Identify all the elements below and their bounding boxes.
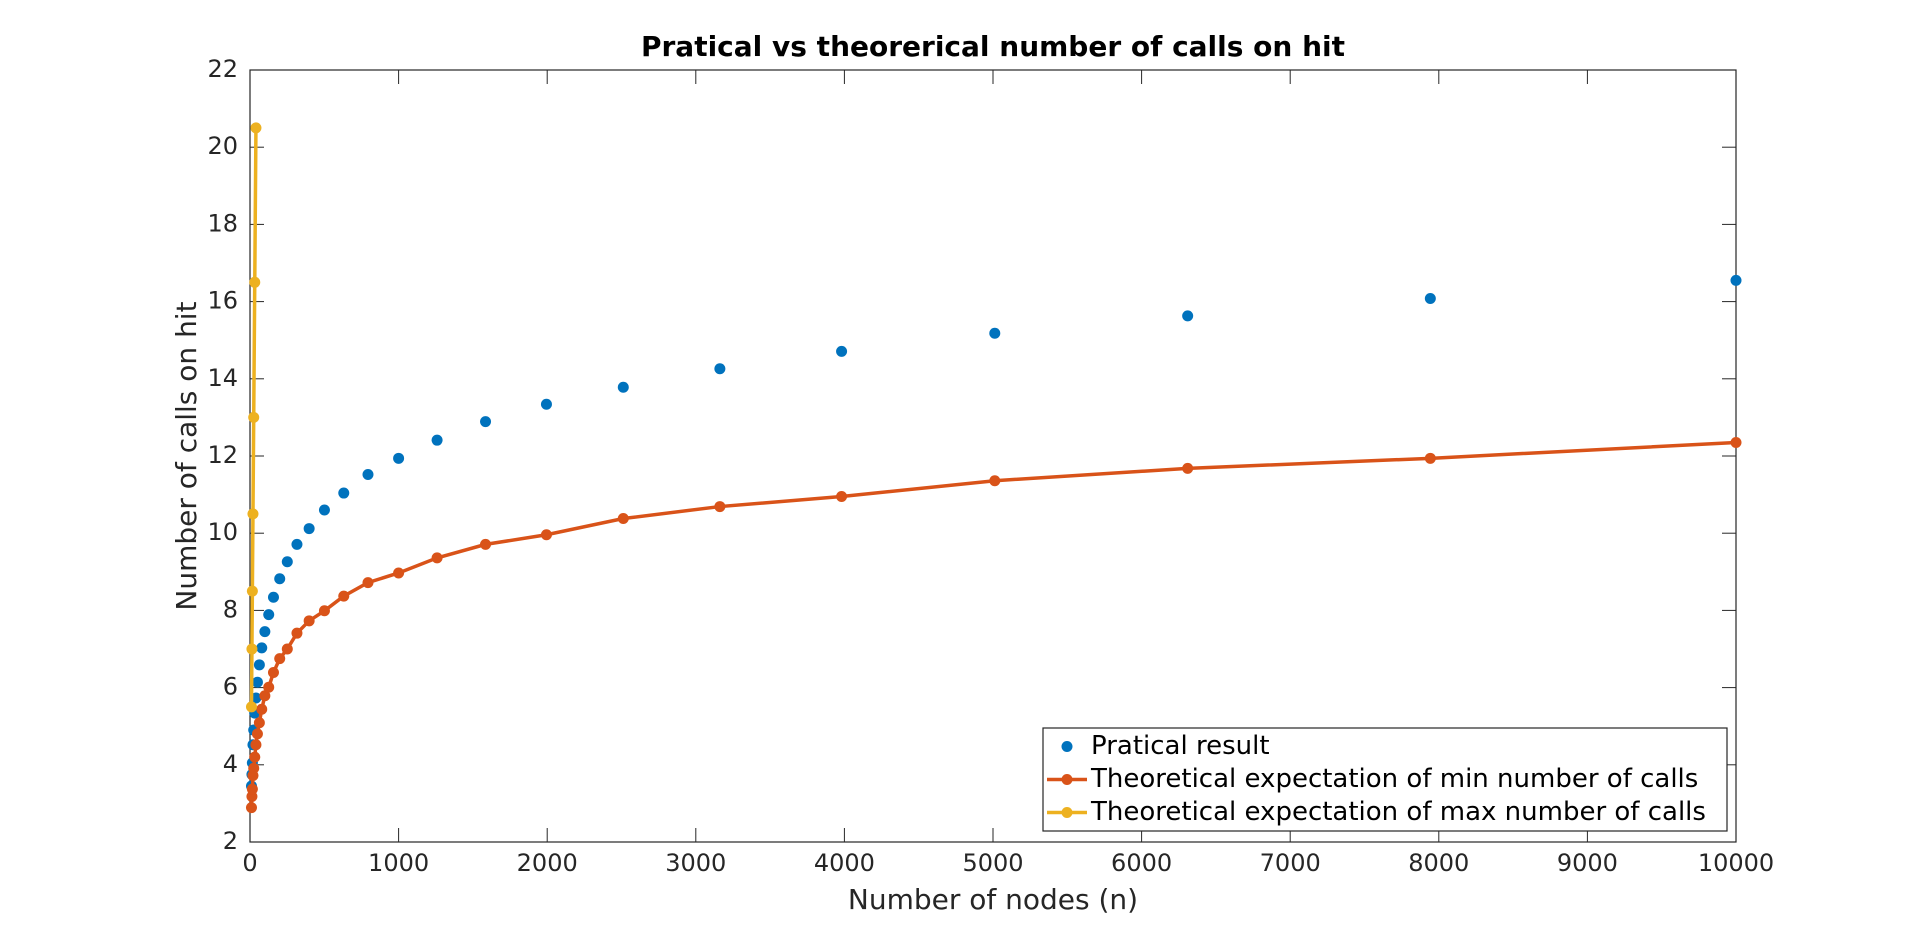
data-point [253, 717, 265, 729]
data-point [274, 653, 286, 665]
data-point [267, 667, 279, 679]
y-tick-label: 18 [207, 209, 238, 237]
x-tick-label: 1000 [368, 849, 429, 877]
data-point [714, 363, 726, 375]
data-point [480, 538, 492, 550]
data-point [256, 642, 268, 654]
data-point [249, 751, 261, 763]
data-point [253, 659, 265, 671]
legend-marker [1061, 807, 1073, 818]
data-point [250, 122, 262, 134]
legend-box [1042, 727, 1728, 832]
x-tick-label: 4000 [814, 849, 875, 877]
data-point [393, 452, 405, 464]
x-tick-label: 7000 [1260, 849, 1321, 877]
data-point [250, 739, 262, 751]
data-point [303, 615, 315, 627]
data-point [338, 487, 350, 499]
data-point [249, 276, 261, 288]
y-axis-label: Number of calls on hit [170, 301, 203, 610]
data-point [540, 398, 552, 410]
y-tick-label: 14 [207, 364, 238, 392]
plot-frame [249, 69, 1737, 843]
legend-marker [1061, 741, 1073, 752]
data-point [251, 728, 263, 740]
x-tick-label: 9000 [1557, 849, 1618, 877]
data-point [338, 590, 350, 602]
data-point [267, 591, 279, 603]
x-tick-label: 6000 [1111, 849, 1172, 877]
legend-marker [1061, 774, 1073, 785]
data-point [431, 552, 443, 564]
data-point [989, 327, 1001, 339]
x-tick-label: 5000 [962, 849, 1023, 877]
y-tick-label: 8 [223, 595, 238, 623]
data-point [836, 345, 848, 357]
data-point [263, 681, 275, 693]
data-point [247, 508, 259, 520]
data-point [281, 643, 293, 655]
data-point [836, 491, 848, 503]
data-point [989, 475, 1001, 487]
data-point [1730, 274, 1742, 286]
data-point [248, 762, 260, 774]
x-tick-label: 10000 [1698, 849, 1774, 877]
chart-title: Pratical vs theorerical number of calls … [641, 30, 1345, 63]
y-tick-label: 10 [207, 518, 238, 546]
legend-label: Pratical result [1091, 731, 1270, 761]
data-point [1730, 436, 1742, 448]
y-tick-label: 12 [207, 441, 238, 469]
data-point [281, 556, 293, 568]
y-tick-label: 2 [223, 827, 238, 855]
data-point [362, 469, 374, 481]
data-point [259, 690, 271, 702]
data-point [291, 538, 303, 550]
data-point [1424, 452, 1436, 464]
y-tick-label: 4 [223, 750, 238, 778]
data-point [318, 605, 330, 617]
data-point [259, 626, 271, 638]
data-point [617, 513, 629, 525]
data-point [540, 529, 552, 541]
data-point [246, 643, 258, 655]
data-point [246, 783, 258, 795]
data-point [1182, 310, 1194, 322]
data-point [480, 416, 492, 428]
data-point [256, 703, 268, 715]
x-tick-label: 3000 [665, 849, 726, 877]
data-point [251, 676, 263, 688]
x-tick-label: 0 [242, 849, 257, 877]
data-point [274, 573, 286, 585]
y-tick-label: 6 [223, 673, 238, 701]
data-point [245, 701, 257, 713]
data-point [303, 523, 315, 535]
x-tick-label: 2000 [517, 849, 578, 877]
data-point [617, 381, 629, 393]
data-point [318, 504, 330, 516]
y-tick-label: 20 [207, 132, 238, 160]
data-point [248, 411, 260, 423]
legend-label: Theoretical expectation of max number of… [1090, 797, 1706, 827]
data-point [393, 567, 405, 579]
x-axis-label: Number of nodes (n) [848, 883, 1138, 916]
data-point [246, 585, 258, 597]
y-tick-label: 16 [207, 287, 238, 315]
data-point [1424, 293, 1436, 305]
legend-label: Theoretical expectation of min number of… [1090, 764, 1698, 794]
data-point [245, 802, 257, 814]
data-point [1182, 462, 1194, 474]
y-tick-label: 22 [207, 55, 238, 83]
data-point [291, 627, 303, 639]
data-point [263, 609, 275, 621]
data-point [714, 501, 726, 513]
data-point [362, 577, 374, 589]
x-tick-label: 8000 [1408, 849, 1469, 877]
data-point [431, 434, 443, 446]
